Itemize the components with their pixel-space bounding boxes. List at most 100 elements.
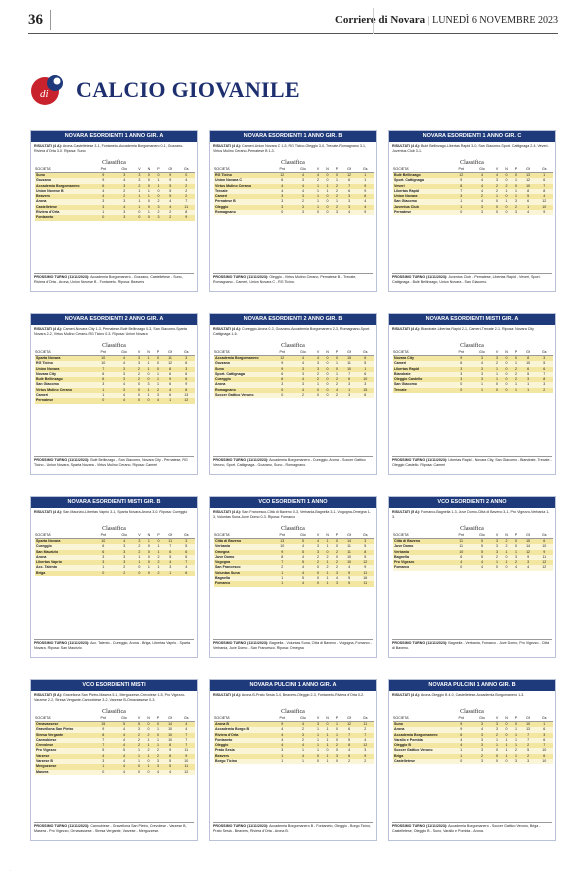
team-name: Stresa Vergante (35, 732, 93, 738)
stat-cell: 0 (153, 732, 163, 738)
stat-cell: 7 (93, 366, 114, 372)
column-header: N (322, 350, 333, 356)
stat-cell: 0 (322, 748, 333, 754)
results-label: RISULTATI (4 A): (213, 144, 242, 148)
column-header: Gf (520, 350, 536, 356)
stat-cell: 4 (471, 172, 493, 179)
table-row: Novara City 9 3 3 0 0 8 3 (393, 355, 553, 362)
stat-cell: 3 (332, 210, 342, 216)
stat-cell: 1 (511, 387, 521, 394)
team-name: Città di Baveno (214, 538, 272, 545)
stat-cell: 1 (93, 387, 114, 394)
stat-cell: 0 (134, 382, 144, 388)
stat-cell: 1 (341, 387, 357, 394)
stat-cell: 1 (93, 565, 114, 571)
stat-cell: 0 (492, 382, 502, 388)
column-header: Gs (356, 167, 374, 173)
stat-cell: 3 (341, 204, 357, 211)
stat-cell: 3 (134, 538, 144, 545)
stat-cell: 8 (535, 188, 553, 195)
team-name: Veveri (393, 183, 451, 189)
stat-cell: 9 (93, 178, 114, 184)
stat-cell: 3 (341, 199, 357, 205)
column-header: V (134, 533, 144, 539)
team-name: Union Novara (35, 366, 93, 372)
stat-cell: 6 (451, 554, 472, 561)
stat-cell: 5 (163, 188, 178, 195)
stat-cell: 1 (492, 377, 502, 383)
stat-cell: 0 (322, 178, 333, 184)
results-label: RISULTATI (4 A): (213, 327, 242, 331)
stat-cell: 4 (292, 377, 314, 383)
stat-cell: 13 (177, 393, 195, 399)
classifica-heading: Classifica (102, 160, 126, 166)
column-header: N (143, 716, 154, 722)
next-round-text: PROSSIMO TURNO (11/11/2023): Libertas Ra… (392, 456, 552, 471)
stat-cell: 4 (313, 538, 323, 545)
stat-cell: 3 (511, 199, 521, 205)
stat-cell: 1 (511, 727, 521, 733)
stat-cell: 0 (501, 178, 512, 184)
column-header: Gio (292, 533, 314, 539)
stat-cell: 0 (492, 199, 502, 205)
stat-cell: 0 (322, 377, 333, 383)
team-name: San Maurizio (35, 549, 93, 555)
table-row: Juve Domo 11 5 3 2 0 14 10 (393, 544, 553, 550)
team-name: Sparta Novara (35, 355, 93, 362)
results-text: RISULTATI (4 A): Arona-Castelletese 3-1,… (31, 142, 197, 159)
stat-cell: 10 (535, 748, 553, 754)
stat-cell: 5 (113, 748, 135, 754)
stat-cell: 4 (471, 183, 493, 189)
table-row: Città di Baveno 11 5 3 2 0 15 6 (393, 538, 553, 545)
stat-cell: 11 (177, 204, 195, 211)
stat-cell: 3 (451, 366, 472, 372)
stat-cell: 7 (177, 737, 195, 744)
stat-cell: 1 (134, 554, 144, 561)
stat-cell: 1 (501, 737, 512, 744)
standings-card: NOVARA ESORDIENTI 2 ANNO GIR. A RISULTATI… (30, 313, 198, 475)
stat-cell: 5 (292, 560, 314, 566)
column-header: Gs (535, 350, 553, 356)
stat-cell: 1 (143, 361, 154, 367)
team-name: Gravellona San Pietro (35, 727, 93, 733)
stat-cell: 0 (322, 549, 333, 555)
results-label: RISULTATI (4 A): (392, 144, 421, 148)
column-header: V (313, 533, 323, 539)
stat-cell: 3 (113, 366, 135, 372)
table-row: Accademia Borgomanero 12 4 4 0 0 15 6 (214, 355, 374, 362)
stat-cell: 1 (143, 366, 154, 372)
standings-table: SOCIETA' Pnt Gio V N P Gf Gs RG Ticino 12 4 4 0 0 12 1 U… (214, 167, 374, 216)
stat-cell: 10 (341, 366, 357, 372)
team-name: Libertas Vaprio (35, 560, 93, 566)
stat-cell: 6 (177, 554, 195, 561)
table-row: Pernatese 0 3 0 0 3 4 9 (393, 210, 553, 216)
stat-cell: 5 (520, 194, 536, 200)
stat-cell: 2 (177, 194, 195, 200)
table-row: Varzese 4 4 1 1 2 8 9 (35, 753, 195, 760)
stat-cell: 7 (535, 743, 553, 749)
stat-cell: 12 (356, 743, 374, 749)
stat-cell: 5 (341, 581, 357, 587)
next-round-label: PROSSIMO TURNO (11/11/2023): (392, 275, 448, 279)
stat-cell: 4 (113, 355, 135, 362)
stat-cell: 0 (134, 769, 144, 775)
table-row: Virtus Mulino Cerano 4 4 1 1 2 7 9 (214, 183, 374, 189)
team-name: Verbania (393, 549, 451, 555)
stat-cell: 2 (292, 393, 314, 399)
card-title: NOVARA ESORDIENTI 1 ANNO GIR. B (210, 131, 376, 142)
column-header: Gf (163, 167, 178, 173)
team-name: Soccer Gattico Veruno (393, 748, 451, 754)
stat-cell: 3 (153, 215, 164, 221)
stat-cell: 6 (272, 377, 293, 383)
stat-cell: 1 (153, 178, 164, 184)
table-row: Varallo e Pombia 4 3 1 1 1 7 6 (393, 737, 553, 744)
team-name: Accademia Borgo B (214, 727, 272, 733)
stat-cell: 0 (313, 759, 323, 765)
standings-card: NOVARA ESORDIENTI 1 ANNO GIR. C RISULTATI… (388, 130, 556, 292)
table-row: Gozzano 9 4 3 0 1 9 4 (35, 178, 195, 184)
stat-cell: 0 (143, 727, 154, 733)
standings-table: SOCIETA' Pnt Gio V N P Gf Gs Sparta Novara 10 4 3 1 0… (35, 350, 195, 404)
header-rule (373, 8, 374, 34)
results-label: RISULTATI (4 A): (213, 693, 242, 697)
column-header: Gf (341, 167, 357, 173)
